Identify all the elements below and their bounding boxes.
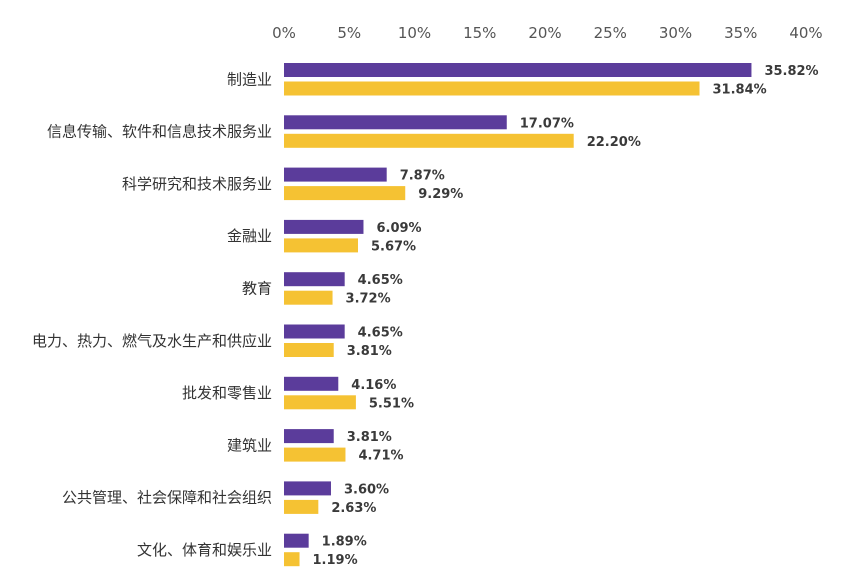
category-label: 教育 [242,279,272,297]
bar-series-b [284,343,334,357]
bar-series-a [284,115,507,130]
bar-series-b [284,186,406,201]
category-label: 建筑业 [227,436,272,454]
bar-series-b [284,499,319,514]
x-tick-label: 5% [337,24,361,42]
data-label: 4.65% [358,326,403,341]
bar-series-a [284,481,331,496]
bar-series-a [284,429,334,444]
bar-series-a [284,167,387,182]
x-tick-label: 25% [594,24,627,42]
x-tick-label: 15% [463,24,496,42]
bar-series-a [284,272,345,287]
category-label: 金融业 [227,227,272,245]
data-label: 2.63% [331,501,376,516]
data-label: 35.82% [764,64,818,79]
x-tick-label: 40% [789,24,822,42]
bar-series-a [284,219,364,234]
data-label: 9.29% [418,187,463,202]
data-label: 1.19% [313,553,358,568]
bar-series-b [284,81,700,96]
category-label: 信息传输、软件和信息技术服务业 [47,123,272,141]
data-label: 31.84% [713,83,767,98]
data-label: 3.60% [344,482,389,497]
bar-series-a [284,533,309,548]
bars [284,63,752,567]
data-label: 3.81% [347,344,392,359]
data-label: 5.51% [369,396,414,411]
bar-series-b [284,447,346,462]
x-tick-label: 20% [528,24,561,42]
bar-series-b [284,395,356,410]
data-label: 6.09% [376,221,421,236]
bar-series-a [284,324,345,339]
bar-series-b [284,552,300,567]
data-label: 3.72% [346,292,391,307]
bar-series-b [284,238,358,253]
data-label: 22.20% [587,135,641,150]
data-label: 1.89% [322,535,367,550]
category-label: 制造业 [227,70,272,88]
bar-series-a [284,376,339,391]
category-label: 批发和零售业 [182,384,272,402]
x-axis-ticks: 0% 5% 10% 15% 20% 25% 30% 35% 40% [272,24,823,42]
bar-series-a [284,63,752,77]
x-tick-label: 0% [272,24,296,42]
category-label: 电力、热力、燃气及水生产和供应业 [32,332,272,350]
data-label: 4.16% [351,378,396,393]
data-label: 4.71% [358,449,403,464]
category-label: 科学研究和技术服务业 [122,175,272,193]
bar-series-b [284,133,574,148]
bar-series-b [284,290,333,305]
data-label: 3.81% [347,430,392,445]
data-label: 7.87% [400,169,445,184]
category-label: 文化、体育和娱乐业 [137,541,272,559]
x-tick-label: 35% [724,24,757,42]
data-label: 4.65% [358,273,403,288]
category-label: 公共管理、社会保障和社会组织 [62,489,272,507]
data-label: 5.67% [371,239,416,254]
category-labels: 制造业信息传输、软件和信息技术服务业科学研究和技术服务业金融业教育电力、热力、燃… [32,70,272,559]
data-label: 17.07% [520,116,574,131]
x-tick-label: 30% [659,24,692,42]
data-labels: 35.82% 31.84% 17.07% 22.20% 7.87% 9.29% 6.09% 5… [313,64,819,568]
x-tick-label: 10% [398,24,431,42]
